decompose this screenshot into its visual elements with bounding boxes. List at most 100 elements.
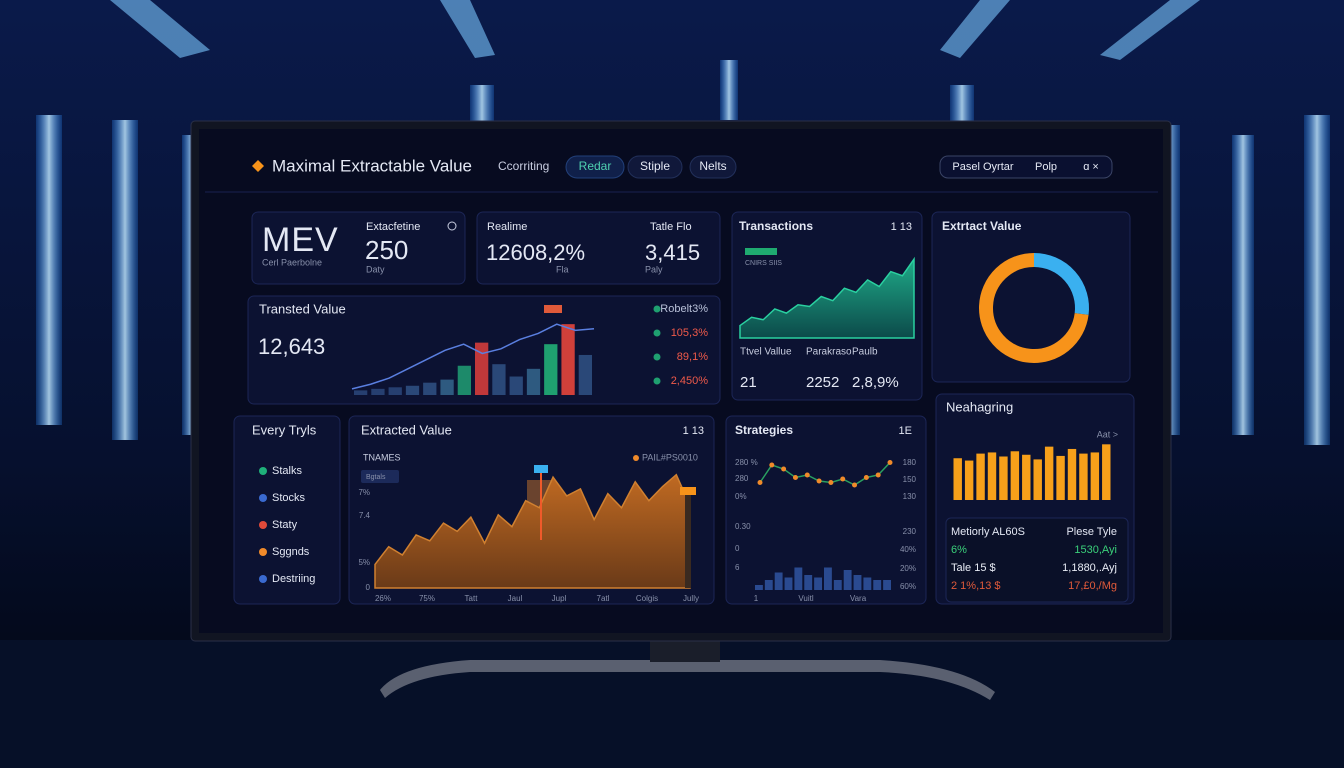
nav-pill[interactable] bbox=[565, 155, 625, 179]
donut-segment bbox=[979, 253, 1089, 363]
y-tick-label: 5% bbox=[358, 558, 370, 567]
bar bbox=[1102, 444, 1111, 500]
point bbox=[816, 478, 822, 484]
donut-segment bbox=[1033, 253, 1089, 315]
logo-icon bbox=[252, 160, 264, 172]
stat-value: 2,8,9% bbox=[852, 374, 899, 391]
sidebar-item: Destriing bbox=[272, 573, 315, 585]
bar bbox=[1022, 454, 1031, 500]
bar bbox=[814, 577, 822, 590]
y-tick-label: 60% bbox=[900, 582, 916, 591]
card-sub: Fla bbox=[556, 264, 569, 274]
bar bbox=[561, 324, 575, 395]
bar bbox=[804, 575, 813, 590]
panel-title: Extracted Value bbox=[361, 422, 452, 437]
marker bbox=[544, 305, 562, 313]
point bbox=[792, 475, 798, 480]
point bbox=[875, 472, 881, 478]
nav-item[interactable]: Stiple bbox=[640, 159, 670, 173]
panel-title: Extrtact Value bbox=[942, 219, 1022, 233]
y-tick-label: 6 bbox=[735, 563, 740, 572]
bar bbox=[999, 456, 1008, 500]
point bbox=[840, 476, 846, 482]
point bbox=[852, 482, 858, 488]
nav-pill[interactable] bbox=[689, 155, 737, 179]
nav-item[interactable]: Nelts bbox=[699, 159, 726, 173]
legend-swatch bbox=[745, 248, 777, 255]
panel-legend: CNIRS SIIS bbox=[745, 260, 782, 267]
y-tick-label: 0 bbox=[366, 583, 371, 592]
sidebar-item: Staty bbox=[272, 519, 298, 531]
action-button[interactable]: ɑ × bbox=[1083, 161, 1099, 173]
item-dot bbox=[259, 548, 267, 556]
table-header: Metiorly AL60S bbox=[951, 526, 1025, 538]
card-sub: Daty bbox=[366, 264, 385, 274]
point bbox=[828, 480, 834, 485]
card-icon bbox=[447, 221, 457, 231]
nav-item[interactable]: Ccorriting bbox=[498, 159, 549, 173]
stat-label: Parakraso bbox=[806, 347, 852, 358]
line bbox=[351, 323, 595, 390]
panel-title: Every Tryls bbox=[252, 422, 317, 437]
action-button[interactable]: Pasel Oyrtar bbox=[952, 161, 1013, 173]
chart-subtitle: TNAMES bbox=[363, 452, 401, 462]
card-value: 250 bbox=[365, 235, 408, 265]
badge-text: Bgtals bbox=[366, 474, 386, 481]
card-caption: Cerl Paerbolne bbox=[262, 257, 322, 267]
bar bbox=[526, 368, 541, 395]
y-tick-label: 20% bbox=[900, 564, 916, 573]
action-button[interactable]: Polp bbox=[1035, 161, 1057, 173]
legend-label: 2,450% bbox=[671, 375, 709, 387]
bar bbox=[1010, 451, 1020, 500]
sidebar-item: Sggnds bbox=[272, 546, 310, 558]
app-title: Maximal Extractable Value bbox=[272, 156, 472, 175]
logo-text: MEV bbox=[262, 221, 339, 259]
legend-label: Robelt3% bbox=[660, 303, 708, 315]
x-tick-label: Colgis bbox=[636, 594, 658, 603]
x-tick-label: Jully bbox=[683, 594, 699, 603]
bar bbox=[953, 458, 962, 500]
point bbox=[804, 472, 810, 478]
nav-item[interactable]: Redar bbox=[579, 159, 612, 173]
panel-controls: 1E bbox=[899, 425, 912, 437]
sidebar-item: Stalks bbox=[272, 465, 302, 477]
stat-label: Paulb bbox=[852, 347, 878, 358]
bar bbox=[964, 460, 974, 500]
x-tick-label: 1 bbox=[754, 594, 759, 603]
legend-dot bbox=[653, 305, 661, 313]
card-label: Tatle Flo bbox=[650, 221, 692, 233]
sidebar-item: Stocks bbox=[272, 492, 306, 504]
bar bbox=[764, 580, 773, 590]
bar bbox=[976, 453, 985, 500]
badge bbox=[361, 470, 399, 483]
stat-value: 21 bbox=[740, 374, 757, 391]
item-dot bbox=[259, 575, 267, 583]
table-cell: 1530,Ayi bbox=[1074, 544, 1117, 556]
bar bbox=[475, 342, 489, 395]
table-cell: 2 1%,13 $ bbox=[951, 580, 1001, 592]
legend-dot bbox=[653, 377, 661, 385]
x-tick-label: 7atl bbox=[597, 594, 610, 603]
bar bbox=[755, 585, 763, 590]
table-cell: 1,1880,.Ayj bbox=[1062, 562, 1117, 574]
bar bbox=[1067, 448, 1077, 500]
card-value: 3,415 bbox=[645, 240, 700, 265]
panel-value: 12,643 bbox=[258, 334, 325, 359]
bar bbox=[1056, 455, 1065, 500]
nav-pill[interactable] bbox=[627, 155, 683, 179]
y-tick-label: 130 bbox=[903, 492, 917, 501]
y-tick-label: 0.30 bbox=[735, 522, 751, 531]
chart-legend: PAIL#PS0010 bbox=[642, 452, 698, 462]
y-tick-label: 7% bbox=[358, 488, 370, 497]
bar bbox=[794, 567, 803, 590]
x-tick-label: Tatt bbox=[465, 594, 479, 603]
x-tick-label: Vuitl bbox=[798, 594, 813, 603]
card-sub: Paly bbox=[645, 264, 663, 274]
y-tick-label: 7.4 bbox=[359, 511, 371, 520]
bar bbox=[1079, 453, 1088, 500]
bar bbox=[509, 376, 523, 395]
panel-controls: 1 13 bbox=[683, 425, 704, 437]
card-label: Realime bbox=[487, 221, 527, 233]
